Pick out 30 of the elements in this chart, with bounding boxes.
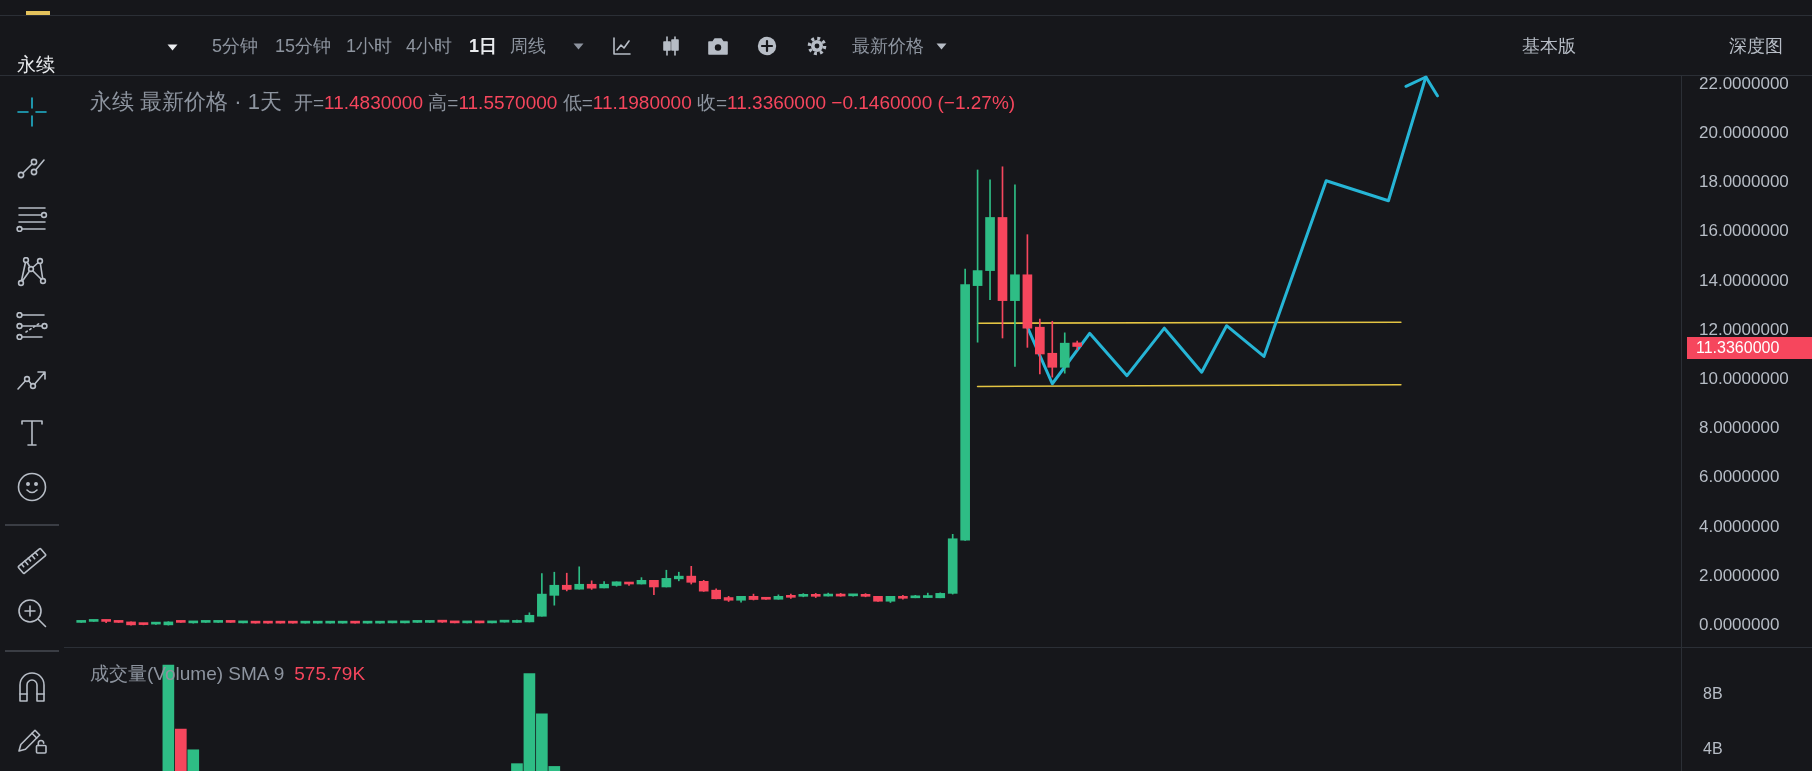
text: 永续 最新价格 · 1天 (90, 89, 282, 115)
y-tick-label: 2.0000000 (1699, 565, 1780, 585)
y-tick-label: 22.0000000 (1699, 73, 1789, 93)
y-tick-label: 12.0000000 (1699, 319, 1789, 339)
y-tick-label: 20.0000000 (1699, 123, 1789, 143)
y-tick-label: 6.0000000 (1699, 467, 1780, 487)
text: 11.3360000 (1696, 338, 1780, 356)
y-tick-label: 4B (1703, 740, 1723, 758)
y-tick-label: 8.0000000 (1699, 418, 1780, 438)
candlestick (1010, 184, 1020, 367)
text: 基本版 (1522, 35, 1576, 57)
text: 开=11.4830000 高=11.5570000 低=11.1980000 收=11.3360000 −0.1460000 (−1.27%) (293, 90, 1016, 114)
y-tick-label: 10.0000000 (1699, 369, 1789, 389)
text: 周线 (510, 35, 546, 57)
text: 5分钟 (212, 35, 259, 57)
y-tick-label: 14.0000000 (1699, 270, 1789, 290)
y-tick-label: 16.0000000 (1699, 221, 1789, 241)
text: 永续 (17, 54, 55, 76)
text: 15分钟 (275, 35, 332, 57)
text: 最新价格 (852, 35, 924, 57)
y-tick-label: 18.0000000 (1699, 172, 1789, 192)
annotation: 575.79K (294, 662, 366, 685)
text: 4小时 (406, 35, 453, 57)
candlestick (574, 566, 585, 590)
y-tick-label: 0.0000000 (1699, 615, 1780, 635)
text: 1日 (469, 35, 498, 57)
text: 1小时 (346, 35, 393, 57)
y-tick-label: 8B (1703, 684, 1723, 702)
text: 深度图 (1729, 35, 1783, 57)
y-tick-label: 4.0000000 (1699, 516, 1780, 536)
